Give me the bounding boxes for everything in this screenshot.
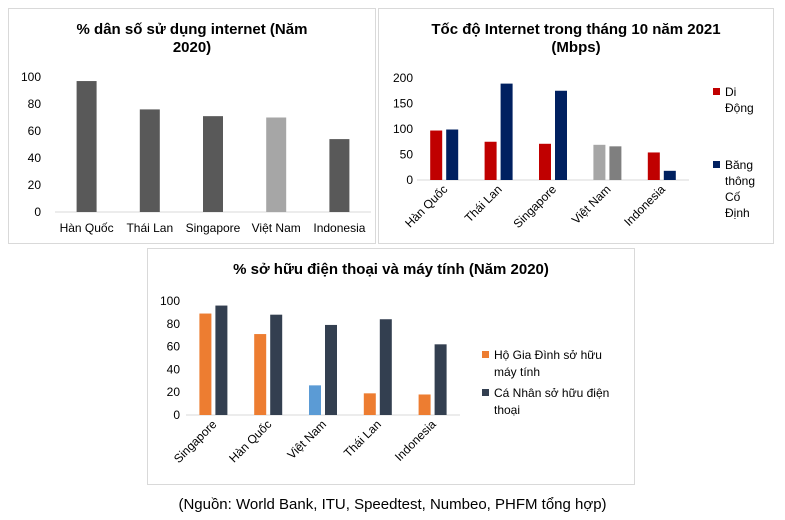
- y-tick-label: 0: [406, 173, 413, 187]
- bar: [379, 319, 392, 415]
- legend-swatch: [482, 351, 489, 358]
- legend-label: Băng: [725, 158, 753, 172]
- y-tick-label: 20: [28, 178, 42, 192]
- bar: [539, 143, 551, 180]
- y-tick-label: 80: [28, 97, 42, 111]
- legend-label: thoại: [494, 403, 520, 417]
- legend-label: Cố: [725, 190, 741, 204]
- y-tick-label: 50: [400, 148, 414, 162]
- y-tick-label: 0: [173, 408, 180, 422]
- x-tick-label: Indonesia: [621, 182, 668, 229]
- bar: [309, 385, 321, 415]
- legend-label: Hộ Gia Đình sở hữu: [494, 348, 602, 362]
- x-tick-label: Thái Lan: [126, 221, 173, 235]
- bar: [446, 129, 459, 180]
- legend-label: máy tính: [494, 365, 540, 379]
- bar: [500, 83, 513, 180]
- bar: [325, 324, 337, 415]
- chart-title: % sở hữu điện thoại và máy tính (Năm 202…: [148, 261, 634, 279]
- chart-title-line-1: % dân số sử dụng internet (Năm: [76, 21, 308, 38]
- bar: [434, 344, 447, 415]
- x-tick-label: Indonesia: [392, 417, 439, 464]
- chart-panel-internet-speed: Tốc độ Internet trong tháng 10 năm 2021 …: [378, 8, 774, 244]
- x-tick-label: Việt Nam: [252, 221, 301, 235]
- chart-internet-usage: 0 20 40 60 80 100 Hàn Quốc Thái Lan Singapore Việ…: [21, 70, 371, 235]
- x-tick-label: Singapore: [511, 182, 560, 231]
- chart-title-line-1: % sở hữu điện thoại và máy tính (Năm 202…: [233, 261, 549, 278]
- chart-title-line-2: (Mbps): [551, 39, 601, 56]
- x-tick-label: Việt Nam: [284, 417, 329, 462]
- bar: [430, 130, 443, 180]
- y-tick-label: 60: [167, 340, 181, 354]
- y-tick-label: 100: [21, 70, 41, 84]
- bar: [647, 152, 660, 180]
- chart-device-ownership: 0 20 40 60 80 100 Singapore Hàn Quốc Việt Nam Thá…: [160, 294, 609, 466]
- legend-swatch: [482, 389, 489, 396]
- bar: [270, 314, 283, 415]
- chart-title-line-2: 2020): [172, 39, 212, 56]
- x-tick-label: Singapore: [186, 221, 241, 235]
- bar: [555, 90, 567, 180]
- y-tick-label: 100: [160, 294, 180, 308]
- chart-title-line-1: Tốc độ Internet trong tháng 10 năm 2021: [431, 21, 721, 38]
- legend-swatch: [713, 88, 720, 95]
- y-tick-label: 150: [393, 97, 413, 111]
- chart-panel-device-ownership: % sở hữu điện thoại và máy tính (Năm 202…: [147, 248, 635, 485]
- y-tick-label: 40: [167, 362, 181, 376]
- chart-title: Tốc độ Internet trong tháng 10 năm 2021 …: [379, 21, 773, 57]
- bar: [418, 394, 431, 415]
- bar: [593, 144, 606, 180]
- legend-label: thông: [725, 174, 755, 188]
- chart-panel-internet-usage: % dân số sử dụng internet (Năm 2020) 0 20…: [8, 8, 376, 244]
- source-note: (Nguồn: World Bank, ITU, Speedtest, Numb…: [178, 496, 607, 513]
- bar: [254, 334, 267, 415]
- bar: [139, 109, 160, 212]
- y-tick-label: 60: [28, 124, 42, 138]
- y-tick-label: 40: [28, 151, 42, 165]
- y-tick-label: 80: [167, 317, 181, 331]
- bar: [663, 170, 676, 180]
- chart-title: % dân số sử dụng internet (Năm 2020): [9, 21, 375, 57]
- bar: [266, 117, 287, 212]
- x-tick-label: Hàn Quốc: [402, 182, 450, 230]
- legend-swatch: [713, 161, 720, 168]
- x-tick-label: Hàn Quốc: [60, 221, 114, 235]
- bar: [329, 139, 350, 212]
- x-tick-label: Hàn Quốc: [226, 417, 274, 465]
- x-tick-label: Thái Lan: [462, 182, 505, 225]
- bar: [199, 313, 212, 415]
- x-tick-label: Thái Lan: [341, 417, 384, 460]
- legend-label: Cá Nhân sở hữu điện: [494, 386, 609, 400]
- bar: [215, 305, 228, 415]
- x-tick-label: Singapore: [171, 417, 220, 466]
- y-tick-label: 0: [34, 205, 41, 219]
- x-tick-label: Việt Nam: [569, 182, 614, 227]
- legend-label: Di: [725, 85, 736, 99]
- x-tick-label: Indonesia: [313, 221, 365, 235]
- bar: [76, 81, 97, 212]
- bar: [203, 116, 223, 212]
- y-tick-label: 100: [393, 122, 413, 136]
- bar: [609, 146, 622, 180]
- bar: [363, 393, 376, 415]
- legend-label: Định: [725, 206, 750, 220]
- legend-label: Động: [725, 101, 754, 115]
- y-tick-label: 20: [167, 385, 181, 399]
- y-tick-label: 200: [393, 71, 413, 85]
- chart-internet-speed: 0 50 100 150 200 Hàn Quốc Thái Lan Singapore Việ…: [393, 71, 755, 231]
- bar: [484, 141, 497, 180]
